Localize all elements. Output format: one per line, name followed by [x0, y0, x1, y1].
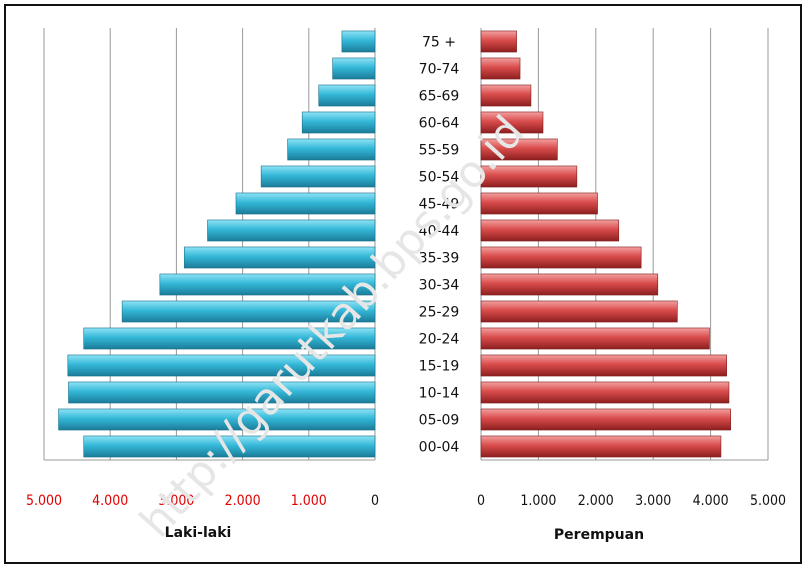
age-group-label: 65-69: [419, 89, 460, 105]
perempuan-bar: [480, 138, 558, 161]
age-group-label: 40-44: [419, 224, 460, 240]
left-tick-label: 0: [371, 493, 379, 509]
age-group-label: 05-09: [419, 413, 460, 429]
perempuan-bar: [480, 435, 722, 458]
age-group-label: 70-74: [419, 62, 460, 78]
left-tick-label: 1.000: [291, 493, 327, 509]
perempuan-bar: [480, 246, 642, 269]
laki-laki-bar: [235, 192, 376, 215]
laki-laki-bar: [121, 300, 376, 323]
right-tick-label: 4.000: [693, 493, 729, 509]
age-group-label: 35-39: [419, 251, 460, 267]
laki-laki-bars: [58, 30, 376, 458]
right-axis-ticks: 0 1.000 2.000 3.000 4.000 5.000: [477, 493, 786, 509]
right-tick-label: 3.000: [635, 493, 671, 509]
age-group-label: 55-59: [419, 143, 460, 159]
age-group-label: 60-64: [419, 116, 460, 132]
perempuan-bar: [480, 57, 521, 80]
age-group-label: 30-34: [419, 278, 460, 294]
left-axis-title: Laki-laki: [165, 525, 232, 541]
laki-laki-bar: [184, 246, 376, 269]
age-group-label: 45-49: [419, 197, 460, 213]
perempuan-bar: [480, 192, 598, 215]
left-axis-ticks: 5.000 4.000 3.000 2.000 1.000 0: [26, 493, 379, 509]
laki-laki-bar: [83, 435, 376, 458]
left-tick-label: 5.000: [26, 493, 62, 509]
perempuan-bar: [480, 354, 727, 377]
age-group-label: 75 +: [422, 35, 456, 51]
laki-laki-bar: [159, 273, 376, 296]
chart-frame: [4, 4, 802, 564]
perempuan-bar: [480, 165, 578, 188]
left-tick-label: 2.000: [225, 493, 261, 509]
age-group-label: 10-14: [419, 386, 460, 402]
perempuan-bar: [480, 30, 517, 53]
laki-laki-bar: [260, 165, 376, 188]
age-group-labels: 00-04 05-09 10-14 15-19 20-24 25-29 30-34 35-39…: [419, 35, 460, 456]
age-group-label: 20-24: [419, 332, 460, 348]
perempuan-bar: [480, 300, 678, 323]
right-tick-label: 2.000: [578, 493, 614, 509]
laki-laki-bar: [67, 354, 376, 377]
laki-laki-bar: [83, 327, 376, 350]
right-tick-label: 0: [477, 493, 485, 509]
perempuan-bar: [480, 381, 730, 404]
laki-laki-bar: [287, 138, 376, 161]
perempuan-bars: [480, 30, 731, 458]
laki-laki-bar: [332, 57, 376, 80]
perempuan-bar: [480, 408, 731, 431]
laki-laki-bar: [301, 111, 376, 134]
laki-laki-bar: [68, 381, 376, 404]
age-group-label: 15-19: [419, 359, 460, 375]
perempuan-bar: [480, 327, 710, 350]
laki-laki-bar: [318, 84, 376, 107]
laki-laki-bar: [341, 30, 376, 53]
laki-laki-bar: [207, 219, 376, 242]
perempuan-bar: [480, 273, 659, 296]
left-tick-label: 4.000: [92, 493, 128, 509]
laki-laki-bar: [58, 408, 376, 431]
right-tick-label: 5.000: [750, 493, 786, 509]
right-axis-title: Perempuan: [554, 527, 644, 543]
perempuan-bar: [480, 219, 620, 242]
left-tick-label: 3.000: [158, 493, 194, 509]
perempuan-bar: [480, 84, 532, 107]
age-group-label: 25-29: [419, 305, 460, 321]
perempuan-bar: [480, 111, 544, 134]
right-tick-label: 1.000: [520, 493, 556, 509]
age-group-label: 00-04: [419, 440, 460, 456]
age-group-label: 50-54: [419, 170, 460, 186]
